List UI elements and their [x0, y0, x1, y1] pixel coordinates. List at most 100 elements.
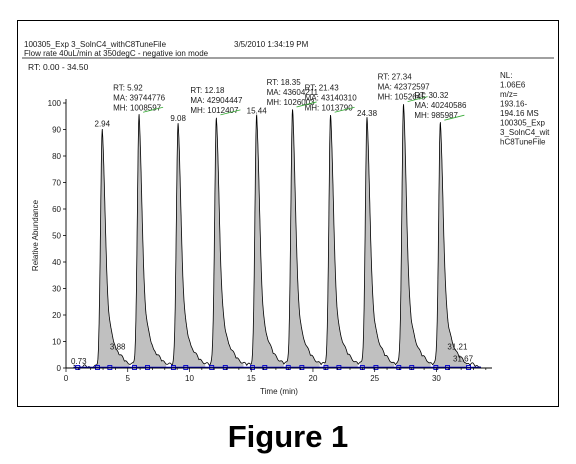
baseline-marker — [222, 365, 228, 370]
nl-box-line: m/z= — [500, 90, 518, 99]
baseline-marker — [75, 365, 81, 370]
baseline-marker — [262, 365, 268, 370]
baseline-annotation: 31.21 — [447, 342, 468, 351]
peak-ma-label: MA: 42904447 — [190, 96, 243, 105]
peak-mh-label: MH: 1013790 — [305, 103, 354, 112]
peak-fill-2 — [132, 114, 167, 368]
y-tick-label: 30 — [52, 285, 61, 294]
peak-label-leader — [334, 106, 355, 113]
peak-fill-5 — [249, 115, 284, 368]
peak-rt-label: RT: 5.92 — [113, 83, 143, 92]
peak-fill-9 — [396, 104, 431, 369]
chromatogram-figure: 100305_Exp 3_SolnC4_withC8TuneFile 3/5/2… — [17, 20, 559, 407]
peak-rt-label: RT: 18.35 — [267, 78, 302, 87]
header-file: 100305_Exp 3_SolnC4_withC8TuneFile — [24, 40, 167, 49]
peak-rt-label: RT: 30.32 — [414, 91, 449, 100]
baseline-marker — [445, 365, 450, 370]
peak-label-leader — [143, 106, 164, 113]
y-axis-label: Relative Abundance — [31, 199, 40, 271]
header-datetime: 3/5/2010 1:34:19 PM — [234, 40, 309, 49]
figure-caption: Figure 1 — [227, 419, 349, 454]
baseline-annotation: 0.73 — [71, 357, 87, 366]
peak-fill-8 — [360, 117, 395, 369]
baseline-marker — [433, 365, 439, 370]
y-tick-label: 60 — [52, 205, 61, 214]
baseline-annotation: 31.67 — [453, 354, 474, 363]
peak-ma-label: MA: 42372597 — [378, 83, 431, 92]
nl-box-line: NL: — [500, 71, 512, 80]
x-tick-label: 15 — [247, 374, 256, 383]
baseline-marker — [170, 365, 176, 370]
peak-label-leader — [444, 114, 465, 121]
baseline-marker — [466, 365, 471, 370]
x-tick-label: 25 — [370, 374, 379, 383]
baseline-marker — [336, 365, 342, 370]
y-tick-label: 50 — [52, 232, 61, 241]
peak-fill-6 — [285, 109, 320, 369]
x-axis-label: Time (min) — [260, 387, 298, 396]
x-tick-label: 30 — [432, 374, 441, 383]
peak-rt-label: RT: 27.34 — [378, 73, 413, 82]
y-tick-label: 0 — [57, 364, 62, 373]
chromatogram-chart: 100305_Exp 3_SolnC4_withC8TuneFile 3/5/2… — [22, 40, 554, 396]
nl-box-line: 3_SolnC4_wit — [500, 128, 550, 137]
peak-rt-label: 15.44 — [247, 106, 268, 115]
baseline-marker — [323, 365, 329, 370]
baseline-marker — [145, 365, 150, 370]
peak-fill-4 — [209, 118, 244, 368]
peak-mh-label: MH: 1008597 — [113, 103, 162, 112]
baseline-marker — [95, 365, 100, 370]
peak-fill-7 — [323, 115, 358, 368]
baseline-marker — [299, 365, 305, 370]
baseline-marker — [396, 365, 402, 370]
y-tick-label: 80 — [52, 152, 61, 161]
peak-rt-label: RT: 12.18 — [190, 86, 225, 95]
chromatogram-trace — [73, 104, 482, 369]
peak-fill-1 — [95, 129, 130, 368]
baseline-marker — [183, 365, 189, 370]
peak-mh-label: MH: 1012407 — [190, 106, 239, 115]
peak-mh-label: MH: 985987 — [414, 111, 458, 120]
y-tick-label: 40 — [52, 258, 61, 267]
baseline-marker — [107, 365, 113, 370]
nl-box-line: 1.06E6 — [500, 81, 526, 90]
peak-rt-label: 2.94 — [95, 120, 111, 129]
peak-ma-label: MA: 39744776 — [113, 93, 166, 102]
x-tick-label: 0 — [64, 374, 69, 383]
peak-label-leader — [407, 96, 428, 103]
baseline-marker — [250, 365, 255, 370]
peak-ma-label: MA: 43604211 — [267, 88, 319, 97]
peak-mh-label: MH: 1026003 — [267, 98, 316, 107]
peak-rt-label: 9.08 — [170, 114, 186, 123]
x-tick-label: 10 — [185, 374, 194, 383]
baseline-marker — [209, 365, 215, 370]
peak-fill-10 — [433, 122, 468, 368]
peak-label-leader — [220, 109, 241, 116]
peak-rt-label: RT: 21.43 — [305, 83, 340, 92]
peak-rt-label: 24.38 — [357, 109, 378, 118]
nl-box-line: 193.16- — [500, 100, 527, 109]
y-tick-label: 20 — [52, 311, 61, 320]
x-tick-label: 5 — [126, 374, 131, 383]
peak-fill-3 — [171, 123, 206, 368]
peak-label-leader — [296, 101, 317, 108]
x-tick-label: 20 — [309, 374, 318, 383]
peak-mh-label: MH: 1052645 — [378, 93, 427, 102]
nl-box-line: hC8TuneFile — [500, 138, 546, 147]
y-tick-label: 90 — [52, 126, 61, 135]
y-tick-label: 70 — [52, 179, 61, 188]
baseline-marker — [373, 365, 379, 370]
nl-box-line: 194.16 MS — [500, 109, 539, 118]
baseline-marker — [132, 365, 137, 370]
baseline-annotation: 3.88 — [110, 342, 126, 351]
header-conditions: Flow rate 40uL/min at 350degC - negative… — [24, 49, 209, 58]
nl-box-line: 100305_Exp — [500, 119, 545, 128]
